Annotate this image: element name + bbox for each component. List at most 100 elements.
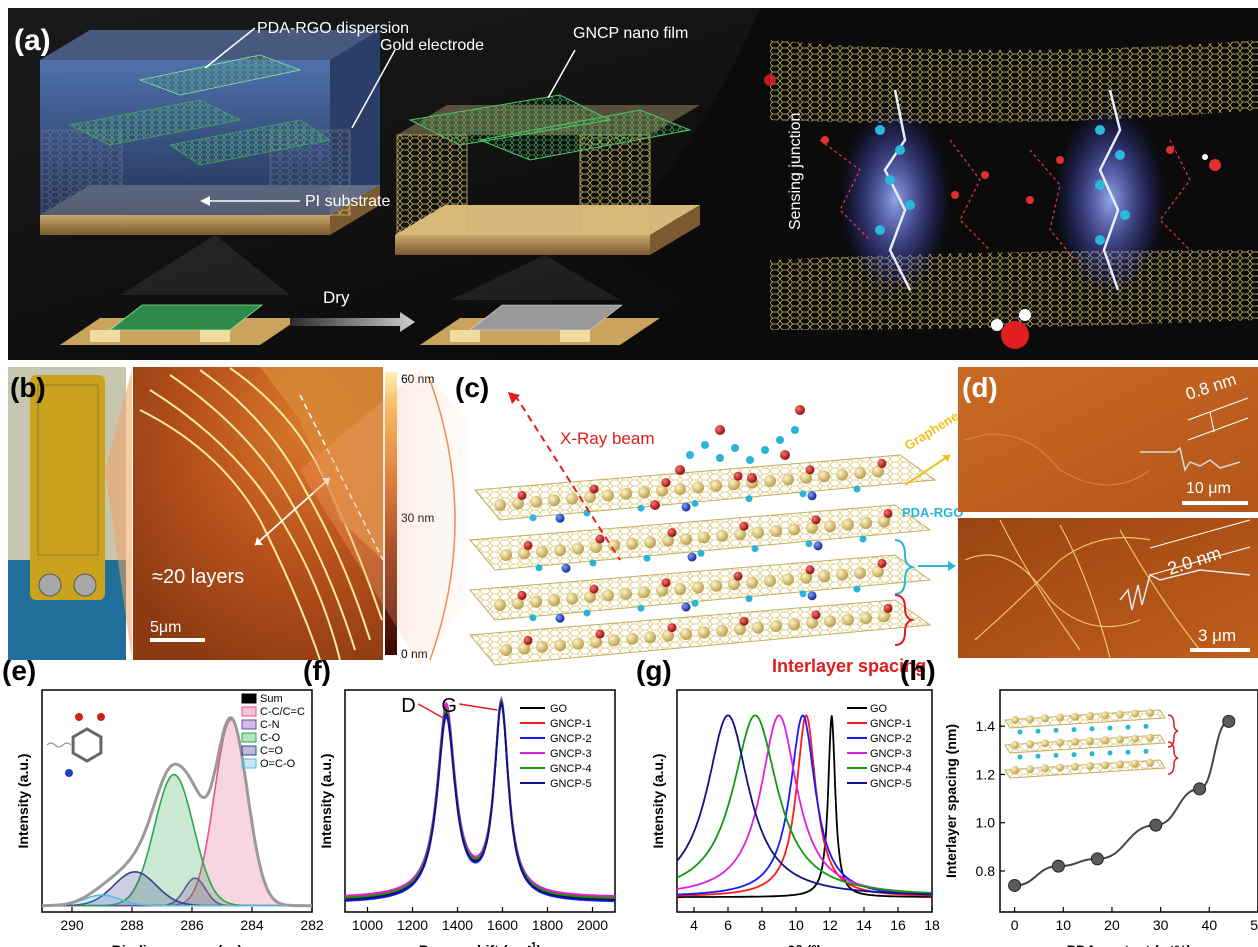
graphene-bead — [818, 570, 830, 583]
label-film: GNCP nano film — [573, 25, 688, 42]
raman-series-GO — [344, 698, 616, 900]
pda-bead — [805, 540, 813, 548]
y-tick-label: 1.0 — [976, 815, 996, 831]
chart-e: 290 288 286 284 282 Binding energy (ev) Intens… — [2, 655, 324, 947]
peak-arrow-D — [417, 703, 444, 719]
molecule-atom — [761, 446, 769, 454]
panel-a: Dry PDA-RGO dispersion Gold electrode GN… — [8, 8, 1258, 360]
inset-molecule-ring — [71, 727, 103, 763]
xrd-series-GNCP-4 — [676, 714, 932, 894]
chip-left-pad-1 — [90, 330, 120, 342]
nitrogen-bead — [813, 541, 823, 551]
oxygen-bead — [589, 484, 599, 494]
graphene-bead — [536, 640, 548, 653]
inset-bead — [1041, 714, 1049, 723]
plot-frame — [41, 689, 313, 913]
legend-entry: GNCP-2 — [550, 733, 592, 745]
graphene-bead — [788, 618, 800, 631]
flake-1 — [138, 54, 302, 96]
x-tick-label: 40 — [1202, 917, 1218, 933]
panel-c: X-Ray beam Graphene PDA-RGO Interlayer s… — [300, 370, 963, 676]
graphene-bead — [710, 479, 722, 492]
legend-entry: C=O — [260, 745, 283, 757]
inset-bead — [1116, 710, 1124, 719]
x-tick-label: 288 — [120, 917, 144, 933]
zoom-cone-c — [300, 370, 470, 665]
pda-bead — [799, 490, 807, 498]
oxygen-bead — [811, 515, 821, 525]
xrd-series-GO — [677, 715, 932, 898]
afm-d-top-edge — [964, 433, 1151, 486]
inset-pda — [1035, 728, 1041, 734]
graphene-bead — [734, 623, 746, 636]
x-tick-label: 30 — [1153, 917, 1169, 933]
inset-bead — [1056, 763, 1064, 772]
profile-d-bottom — [1119, 569, 1251, 611]
graphene-bead — [752, 526, 764, 539]
legend-swatch — [241, 745, 257, 756]
xray-label: X-Ray beam — [560, 429, 654, 448]
xray-beam-line — [514, 394, 621, 561]
pda-bead — [691, 599, 699, 607]
oxygen-bead — [523, 540, 533, 550]
graphene-bead — [608, 539, 620, 552]
pda-bead — [799, 590, 807, 598]
graphene-bead — [602, 589, 614, 602]
graphene-bead — [824, 520, 836, 533]
x-tick-label: 18 — [924, 917, 940, 933]
pda-bead — [529, 514, 537, 522]
liquid-top — [40, 30, 380, 60]
data-point — [1149, 818, 1163, 832]
graphene-bead — [710, 579, 722, 592]
height-line-d-top-1 — [1187, 397, 1249, 421]
graphene-bead — [836, 468, 848, 481]
graphene-bead — [638, 586, 650, 599]
afm-image-d-bottom — [958, 518, 1258, 658]
plot-frame — [676, 689, 933, 913]
graphene-bead — [494, 599, 506, 611]
graphene-bead — [566, 592, 578, 605]
x-axis-label-sup: -1 — [528, 941, 537, 947]
x-axis-label-text: PDA content (wt%) — [1067, 942, 1192, 947]
x-tick-label: 16 — [890, 917, 906, 933]
height-line-d-bot-2 — [1149, 546, 1251, 576]
raman-series-GNCP-4 — [345, 697, 615, 899]
substrate-side-left — [330, 185, 380, 235]
data-point — [1193, 782, 1207, 796]
inset-bead — [1041, 764, 1049, 773]
x-axis-label-text: Raman shift (cm — [419, 942, 528, 947]
oxygen-bead — [667, 623, 677, 633]
legend-entry: GNCP-4 — [550, 763, 592, 775]
graphene-bead — [806, 616, 818, 629]
graphene-bead — [800, 571, 812, 584]
x-axis-label: 2θ (°) — [787, 942, 821, 947]
graphene-bead — [572, 542, 584, 555]
graphene-bead — [554, 639, 566, 652]
scalebar-b-label: 5μm — [150, 619, 181, 636]
height-line-d-top-2 — [1187, 417, 1249, 441]
graphene-bead — [728, 578, 740, 591]
layer-stack — [468, 405, 937, 666]
graphene-bead — [716, 529, 728, 542]
legend-entry: GO — [550, 703, 568, 715]
label-junction: Sensing junction — [787, 113, 804, 230]
xray-arrowhead — [508, 392, 520, 404]
pda-bead — [853, 485, 861, 493]
oxygen-bead — [805, 565, 815, 575]
molecule-atom — [776, 436, 784, 444]
x-tick-label: 282 — [300, 917, 324, 933]
graphene-bead — [584, 591, 596, 603]
x-tick-label: 1400 — [442, 917, 473, 933]
legend-entry: GNCP-4 — [870, 763, 912, 775]
charts-row: 290 288 286 284 282 Binding energy (ev) Intens… — [2, 655, 1258, 947]
inset-pda — [1125, 749, 1131, 755]
xps-component-C-O — [42, 773, 312, 907]
inset-bead — [1101, 761, 1109, 770]
chart-h: 0 10 20 30 40 50 PDA content (wt%) Interlayer s… — [900, 655, 1258, 947]
panel-letter: (e) — [2, 655, 36, 686]
graphene-bead — [878, 610, 890, 623]
photo-contact-2 — [73, 573, 97, 597]
panel-letter: (h) — [900, 655, 936, 686]
graphene-bead — [584, 491, 596, 503]
graphene-bead — [698, 626, 710, 639]
